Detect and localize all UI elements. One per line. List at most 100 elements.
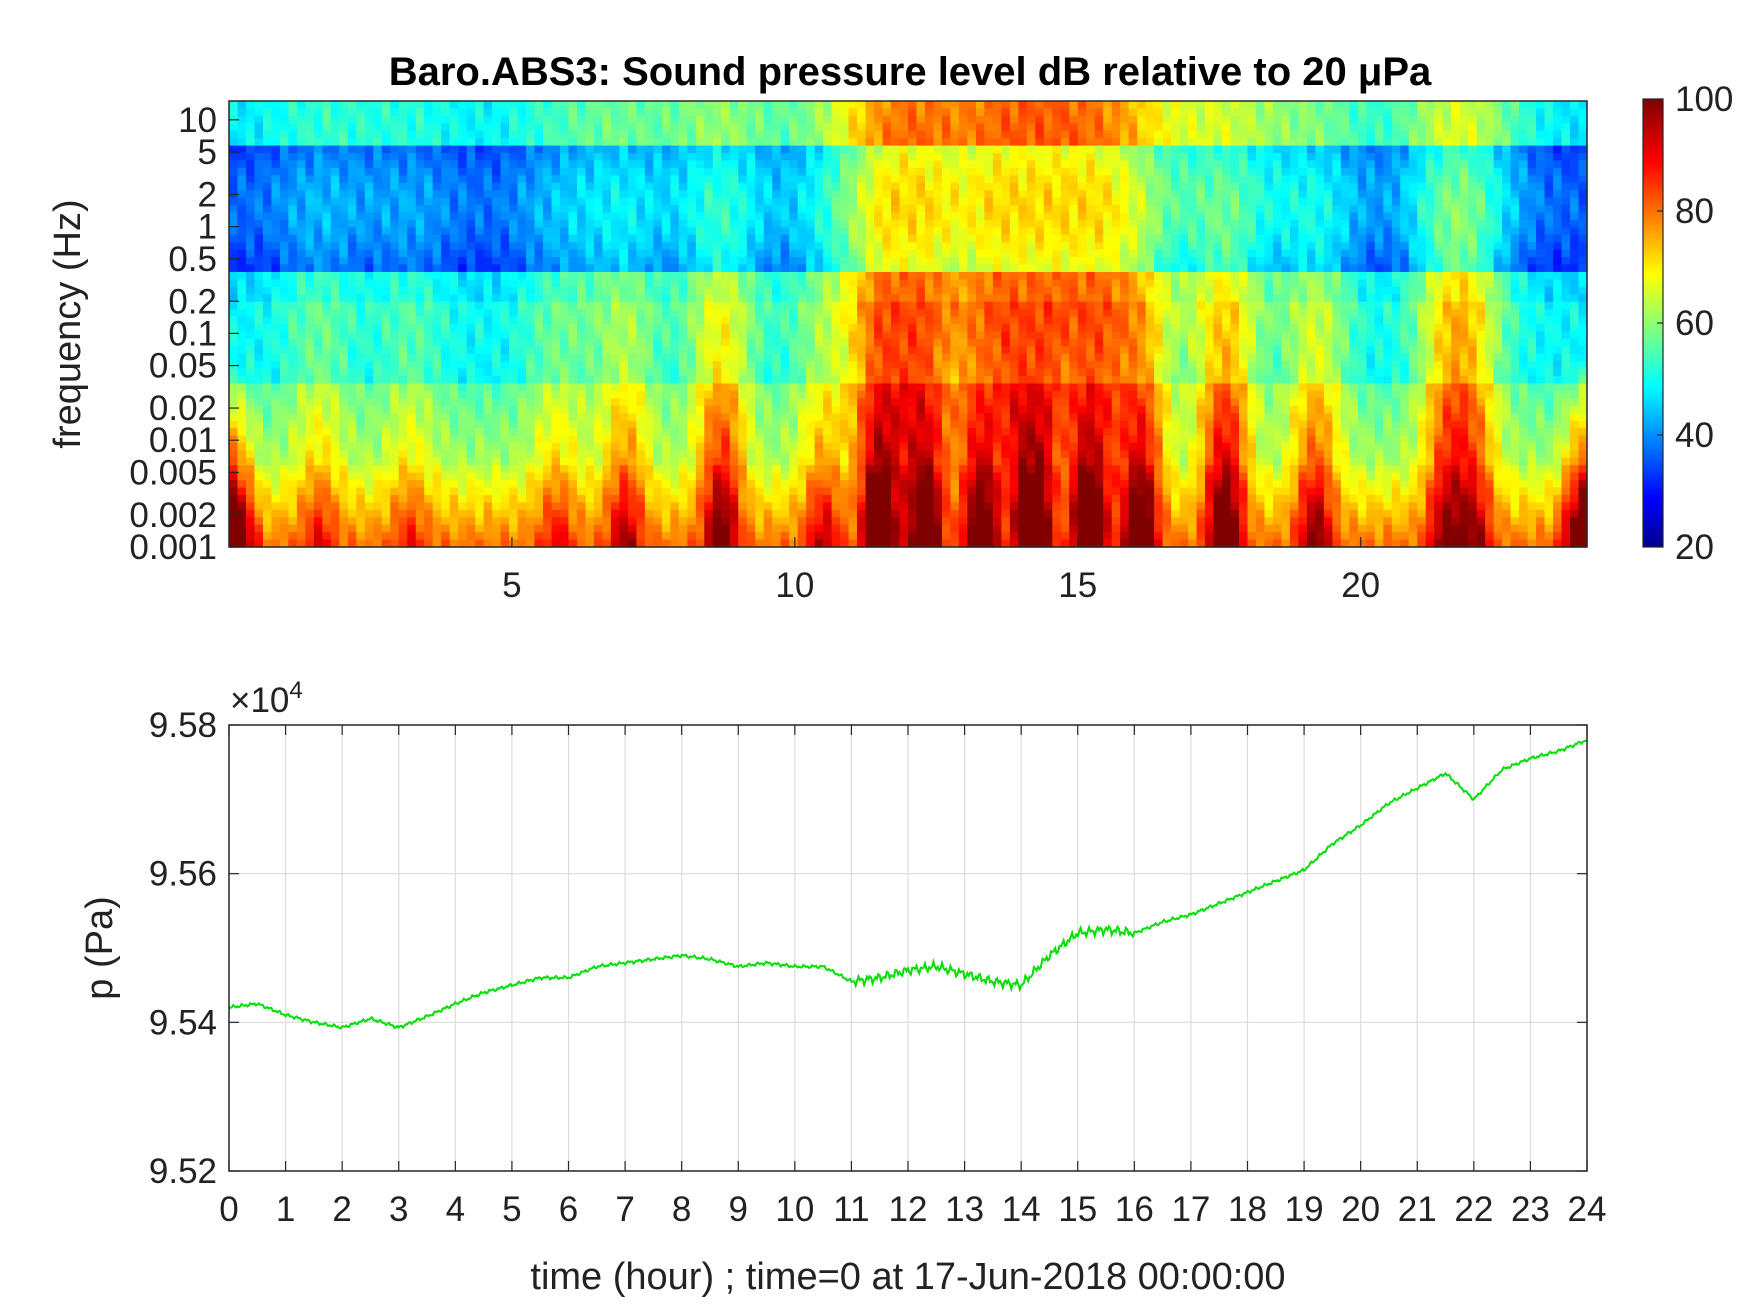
heatmap-cell <box>492 294 502 303</box>
heatmap-cell <box>390 182 400 191</box>
heatmap-cell <box>339 175 349 184</box>
heatmap-cell <box>661 205 671 214</box>
heatmap-cell <box>704 167 714 176</box>
heatmap-cell <box>780 502 790 511</box>
heatmap-cell <box>237 145 247 154</box>
heatmap-cell <box>882 249 892 258</box>
heatmap-cell <box>483 413 493 422</box>
heatmap-cell <box>356 197 366 206</box>
heatmap-cell <box>763 509 773 518</box>
heatmap-cell <box>729 234 739 243</box>
heatmap-cell <box>424 413 434 422</box>
heatmap-cell <box>432 182 442 191</box>
heatmap-cell <box>814 517 824 526</box>
heatmap-cell <box>755 383 765 392</box>
heatmap-cell <box>245 480 256 489</box>
heatmap-cell <box>644 405 654 414</box>
heatmap-cell <box>364 487 374 496</box>
heatmap-cell <box>585 182 595 191</box>
heatmap-cell <box>780 234 790 243</box>
heatmap-cell <box>610 353 621 362</box>
heatmap-cell <box>229 376 239 385</box>
heatmap-cell <box>543 257 553 266</box>
heatmap-cell <box>899 405 909 414</box>
heatmap-cell <box>492 435 502 444</box>
heatmap-cell <box>916 405 926 414</box>
heatmap-cell <box>534 331 544 340</box>
heatmap-cell <box>322 472 332 481</box>
heatmap-cell <box>347 539 357 548</box>
heatmap-cell <box>339 509 349 518</box>
heatmap-cell <box>458 130 468 139</box>
heatmap-cell <box>279 160 290 169</box>
heatmap-cell <box>381 197 391 206</box>
heatmap-cell <box>390 509 400 518</box>
heatmap-cell <box>322 457 332 466</box>
heatmap-cell <box>670 368 680 377</box>
heatmap-cell <box>432 123 442 132</box>
heatmap-cell <box>729 376 739 385</box>
heatmap-cell <box>313 524 323 533</box>
heatmap-cell <box>229 383 239 392</box>
heatmap-cell <box>551 190 561 199</box>
heatmap-cell <box>593 227 604 236</box>
heatmap-cell <box>441 509 451 518</box>
heatmap-cell <box>746 182 756 191</box>
heatmap-cell <box>568 227 578 236</box>
heatmap-cell <box>772 153 782 162</box>
heatmap-cell <box>755 257 765 266</box>
heatmap-cell <box>806 353 816 362</box>
heatmap-cell <box>831 257 841 266</box>
heatmap-cell <box>823 502 833 511</box>
heatmap-cell <box>237 428 247 437</box>
heatmap-cell <box>704 502 714 511</box>
heatmap-cell <box>670 413 680 422</box>
heatmap-cell <box>356 257 366 266</box>
heatmap-cell <box>593 249 604 258</box>
heatmap-cell <box>899 257 909 266</box>
heatmap-cell <box>245 279 256 288</box>
heatmap-cell <box>347 130 357 139</box>
heatmap-cell <box>610 219 621 228</box>
heatmap-cell <box>661 517 671 526</box>
heatmap-cell <box>500 227 510 236</box>
heatmap-cell <box>500 205 510 214</box>
heatmap-cell <box>254 428 264 437</box>
heatmap-cell <box>891 324 901 333</box>
heatmap-cell <box>840 383 850 392</box>
heatmap-cell <box>585 190 595 199</box>
heatmap-cell <box>848 361 858 370</box>
heatmap-cell <box>534 413 544 422</box>
heatmap-cell <box>865 108 875 117</box>
heatmap-cell <box>483 286 493 295</box>
heatmap-cell <box>916 264 926 273</box>
heatmap-cell <box>475 435 485 444</box>
heatmap-cell <box>483 279 493 288</box>
heatmap-cell <box>509 539 519 548</box>
heatmap-cell <box>678 524 688 533</box>
heatmap-cell <box>891 219 901 228</box>
heatmap-cell <box>576 227 587 236</box>
heatmap-cell <box>347 212 357 221</box>
heatmap-cell <box>509 435 519 444</box>
heatmap-cell <box>330 480 340 489</box>
heatmap-cell <box>279 175 290 184</box>
heatmap-cell <box>424 428 434 437</box>
heatmap-cell <box>712 101 722 110</box>
heatmap-cell <box>305 502 315 511</box>
heatmap-cell <box>627 205 637 214</box>
heatmap-cell <box>492 286 502 295</box>
heatmap-cell <box>415 517 425 526</box>
heatmap-cell <box>458 517 468 526</box>
heatmap-cell <box>636 353 646 362</box>
heatmap-cell <box>806 309 816 318</box>
heatmap-cell <box>823 227 833 236</box>
heatmap-cell <box>865 524 875 533</box>
heatmap-cell <box>874 160 884 169</box>
heatmap-cell <box>593 234 604 243</box>
heatmap-cell <box>670 153 680 162</box>
heatmap-cell <box>330 227 340 236</box>
heatmap-cell <box>483 138 493 147</box>
heatmap-cell <box>509 205 519 214</box>
heatmap-cell <box>848 532 858 541</box>
